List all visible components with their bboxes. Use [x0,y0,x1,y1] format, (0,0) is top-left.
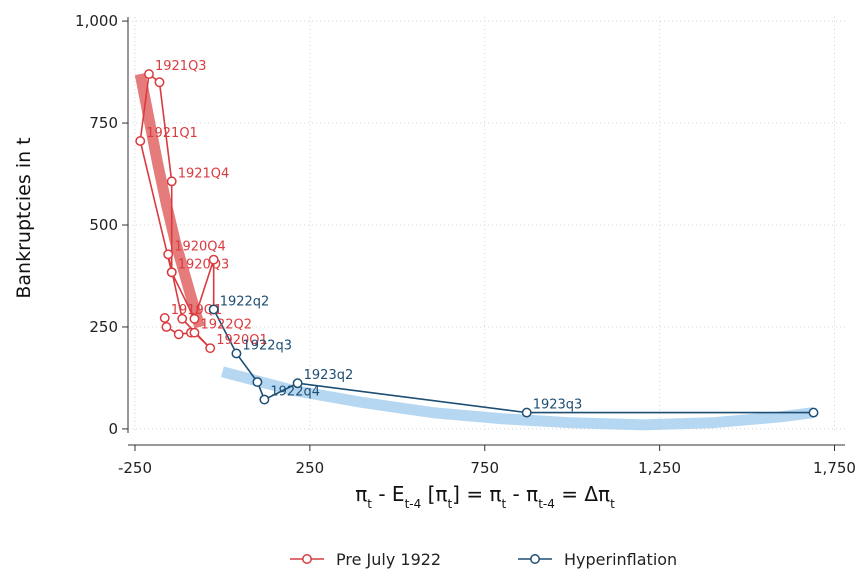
x-axis-label-part: t-4 [405,497,422,511]
y-tick-label: 750 [89,114,118,132]
x-axis-label-part: t [367,497,372,511]
point-label: 1922q4 [270,385,320,400]
fit-curve [221,366,815,431]
x-axis-label-part: t [501,497,506,511]
fit-curve [134,73,205,329]
data-point [166,267,177,278]
data-point [189,313,200,324]
x-axis-label-part: π [355,482,367,506]
x-axis-label-part: ] = π [452,482,501,506]
data-point [144,69,154,80]
data-point [259,394,270,405]
data-point [205,343,216,354]
x-axis-label-part: t [447,497,452,511]
data-point [177,313,188,324]
data-point [208,254,219,265]
point-label: 1923q2 [304,368,354,383]
point-label: 1923q3 [533,398,583,413]
legend-marker [302,554,312,564]
point-label: 1922q3 [242,338,292,353]
y-tick-label: 500 [89,216,118,234]
x-tick-label: 750 [470,459,499,477]
data-point [173,329,184,340]
x-axis-label: πt - Et-4 [πt] = πt - πt-4 = Δπt [355,482,615,511]
legend-marker [530,554,540,564]
y-axis-label: Bankruptcies in t [13,137,35,298]
data-point [252,377,263,387]
x-axis-label-part: [π [421,482,447,506]
x-tick-label: 250 [296,459,325,477]
data-point [163,249,174,260]
data-point [159,313,170,323]
data-point [208,304,219,315]
x-axis-label-part: t-4 [538,497,555,511]
legend: Pre July 1922 Hyperinflation [290,550,677,569]
legend-label: Pre July 1922 [336,550,441,569]
point-label: 1921Q1 [146,126,198,141]
x-tick-label: 1,750 [813,459,856,477]
y-tick-label: 1,000 [75,12,118,30]
y-tick-label: 250 [89,318,118,336]
x-axis-label-part: - π [506,482,538,506]
axes: 0 250 500 750 1,000 -250 250 750 1,250 1,750 [75,12,856,477]
data-point [292,378,303,389]
point-label: 1922q2 [220,294,270,309]
point-label: 1921Q3 [155,59,207,74]
point-label: 1920Q1 [216,333,268,348]
data-point [189,327,200,338]
point-labels: 1919Q11922Q21920Q11920Q41920Q31921Q41921… [135,59,819,418]
data-point [521,407,532,418]
data-point [166,176,177,187]
data-point [135,136,146,146]
data-point [161,322,172,332]
fit-curves [134,73,815,431]
x-axis-label-part: - E [372,482,405,506]
x-axis-label-part: t [610,497,615,511]
x-tick-label: 1,250 [638,459,681,477]
point-label: 1920Q4 [174,239,226,254]
point-label: 1921Q4 [178,166,230,181]
grid [128,17,845,433]
y-tick-label: 0 [108,420,118,438]
point-label: 1920Q3 [178,257,230,272]
series-lines [139,72,814,414]
x-axis-label-part: = Δπ [555,482,610,506]
x-tick-label: -250 [118,459,152,477]
data-point [231,348,242,359]
data-point [154,77,165,88]
data-point [808,407,819,418]
point-label: 1922Q2 [200,318,252,333]
legend-label: Hyperinflation [564,550,677,569]
